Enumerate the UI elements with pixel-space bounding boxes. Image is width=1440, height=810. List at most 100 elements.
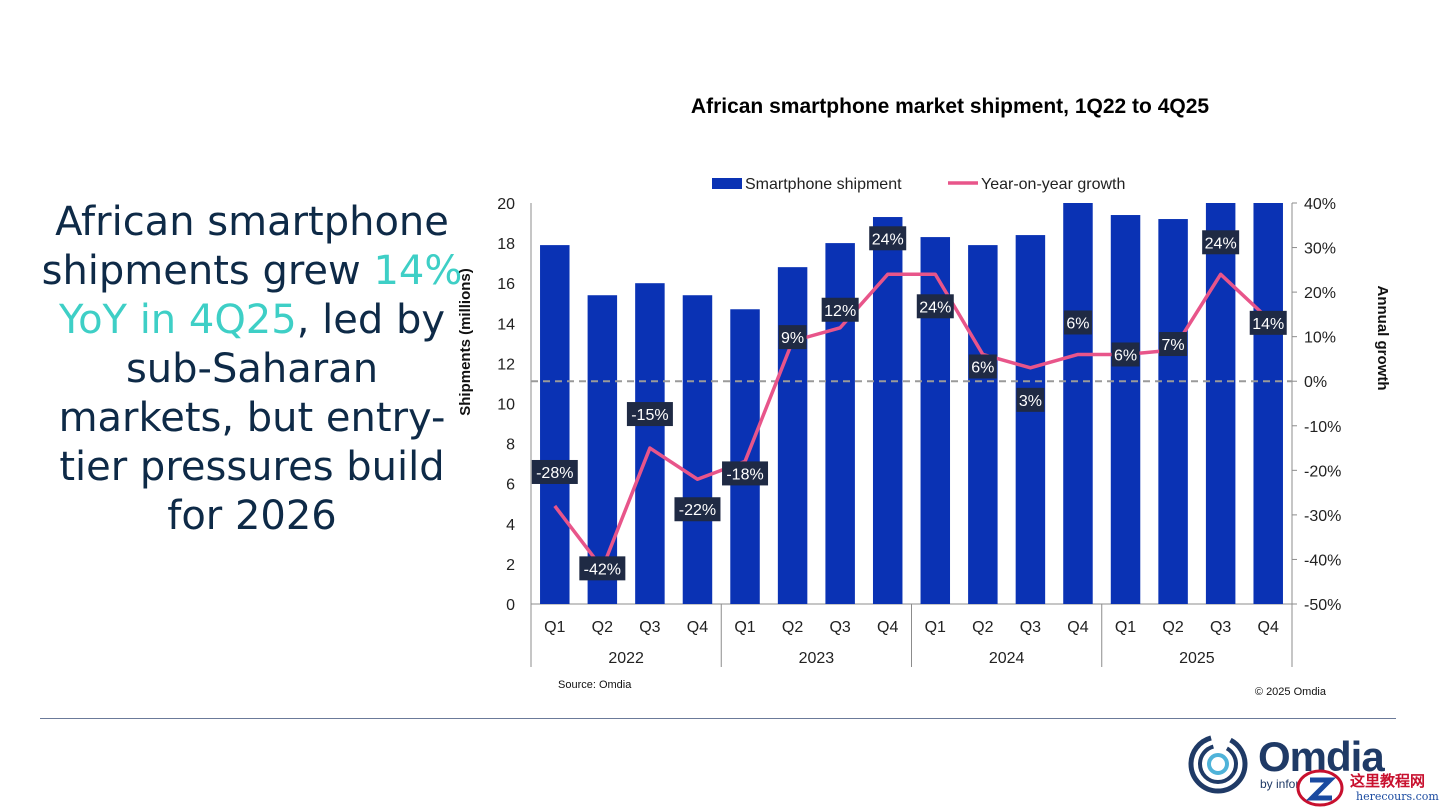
y-tick-label: 0 — [506, 597, 515, 614]
growth-label-bg-9 — [916, 294, 954, 319]
y-tick-label: 18 — [497, 236, 515, 253]
y-tick-label: 16 — [497, 276, 515, 293]
x-tick-label: Q4 — [877, 619, 898, 636]
headline: African smartphone shipments grew 14% Yo… — [40, 198, 464, 541]
bar-shipment-4 — [682, 295, 713, 604]
y2-tick-label: 20% — [1304, 285, 1336, 302]
x-tick-label: Q3 — [1210, 619, 1231, 636]
growth-label-bg-7 — [821, 297, 859, 322]
bar-shipment-10 — [968, 245, 998, 605]
y-tick-label: 2 — [506, 557, 515, 574]
legend-bar-swatch — [712, 178, 742, 189]
y-axis-title: Shipments (millions) — [457, 268, 474, 416]
y2-axis-title: Annual growth — [1374, 286, 1391, 391]
bar-shipment-3 — [635, 283, 665, 604]
x-tick-label: Q1 — [544, 619, 565, 636]
y2-tick-label: 40% — [1304, 196, 1336, 213]
x-tick-label: Q4 — [687, 619, 708, 636]
growth-line — [553, 272, 1270, 571]
x-tick-label: Q1 — [925, 619, 946, 636]
y2-tick-label: 0% — [1304, 374, 1327, 391]
growth-label-bg-10 — [968, 354, 997, 379]
bar-shipment-6 — [777, 267, 808, 604]
bar-shipment-7 — [825, 243, 855, 604]
growth-label-bg-8 — [869, 226, 907, 251]
x-group-label: 2025 — [1179, 650, 1215, 667]
growth-label-bg-6 — [778, 325, 807, 350]
x-tick-label: Q3 — [1020, 619, 1041, 636]
legend-line-label: Year-on-year growth — [981, 176, 1125, 193]
growth-label-16: 14% — [1252, 316, 1284, 333]
growth-label-8: 24% — [872, 231, 904, 248]
copyright-note: © 2025 Omdia — [1255, 686, 1327, 698]
bar-shipment-8 — [872, 217, 903, 604]
growth-label-9: 24% — [919, 299, 951, 316]
y-tick-label: 12 — [497, 356, 515, 373]
growth-label-bg-4 — [674, 497, 721, 522]
growth-label-bg-11 — [1016, 387, 1045, 412]
growth-label-bg-5 — [722, 461, 769, 486]
x-tick-label: Q1 — [1115, 619, 1136, 636]
y-tick-label: 14 — [497, 316, 515, 333]
growth-label-15: 24% — [1205, 235, 1237, 252]
bar-shipment-5 — [730, 309, 760, 604]
x-group-label: 2023 — [799, 650, 835, 667]
growth-label-bg-13 — [1111, 342, 1140, 367]
bar-shipment-11 — [1015, 235, 1046, 604]
bar-shipment-13 — [1110, 215, 1141, 604]
source-note: Source: Omdia — [558, 679, 632, 691]
growth-label-10: 6% — [971, 359, 994, 376]
bar-shipment-1 — [540, 245, 570, 605]
growth-label-bg-14 — [1159, 332, 1188, 357]
headline-highlight: 14% YoY in 4Q25 — [58, 248, 463, 343]
growth-label-bg-15 — [1202, 230, 1240, 255]
x-tick-label: Q3 — [639, 619, 660, 636]
y-tick-label: 8 — [506, 437, 515, 454]
x-tick-label: Q2 — [592, 619, 613, 636]
y2-tick-label: 10% — [1304, 330, 1336, 347]
y2-tick-label: -10% — [1304, 419, 1341, 436]
y2-tick-label: -40% — [1304, 552, 1341, 569]
headline-part2: , led by sub-Saharan markets, but entry-… — [58, 297, 446, 539]
x-tick-label: Q2 — [972, 619, 993, 636]
x-group-label: 2022 — [608, 650, 644, 667]
y2-tick-label: -50% — [1304, 597, 1341, 614]
growth-label-7: 12% — [824, 303, 856, 320]
bar-shipment-14 — [1158, 219, 1188, 605]
growth-label-bg-16 — [1249, 310, 1287, 335]
y2-tick-label: -30% — [1304, 508, 1341, 525]
growth-label-3: -15% — [631, 407, 668, 424]
growth-label-13: 6% — [1114, 347, 1137, 364]
legend-bar-label: Smartphone shipment — [745, 176, 902, 193]
growth-label-5: -18% — [726, 466, 763, 483]
growth-label-14: 7% — [1162, 337, 1185, 354]
growth-label-bg-1 — [531, 459, 578, 484]
bar-shipment-2 — [587, 295, 618, 604]
x-tick-label: Q4 — [1258, 619, 1279, 636]
chart: 0 2 4 6 8 10 12 14 16 18 20 -50% -40% -30% -20% -10% 0% 1… — [457, 176, 1391, 698]
y-tick-label: 6 — [506, 477, 515, 494]
growth-label-bg-12 — [1063, 310, 1092, 335]
growth-label-12: 6% — [1066, 315, 1089, 332]
growth-label-6: 9% — [781, 330, 804, 347]
y-tick-label: 4 — [506, 517, 515, 534]
y2-tick-label: 30% — [1304, 241, 1336, 258]
growth-label-1: -28% — [536, 465, 573, 482]
bar-shipment-12 — [1063, 203, 1093, 604]
y-tick-label: 10 — [497, 397, 515, 414]
watermark-icon — [1296, 769, 1344, 807]
x-group-label: 2024 — [989, 650, 1025, 667]
watermark-text: 这里教程网 — [1350, 772, 1426, 790]
growth-label-bg-3 — [626, 402, 673, 427]
headline-part1: African smartphone shipments grew — [41, 199, 449, 294]
chart-title: African smartphone market shipment, 1Q22… — [690, 95, 1210, 118]
x-tick-label: Q4 — [1067, 619, 1088, 636]
footer-divider — [40, 718, 1396, 719]
growth-label-4: -22% — [679, 502, 716, 519]
x-tick-label: Q1 — [734, 619, 755, 636]
bar-shipment-15 — [1205, 203, 1236, 604]
y2-tick-label: -20% — [1304, 463, 1341, 480]
growth-label-bg-2 — [579, 556, 626, 581]
growth-label-2: -42% — [584, 561, 621, 578]
growth-label-11: 3% — [1019, 393, 1042, 410]
